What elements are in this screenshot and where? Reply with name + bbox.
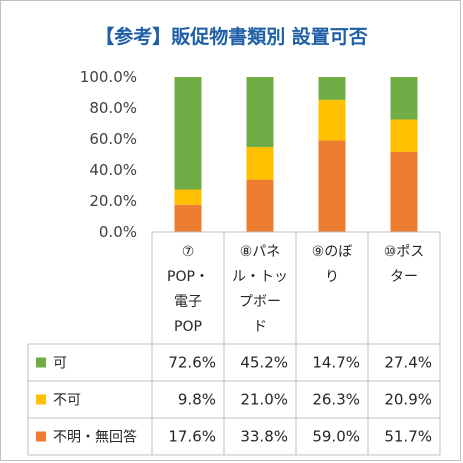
data-label: 45.2% [240, 354, 288, 372]
data-label: 33.8% [240, 428, 288, 446]
bar-segment [390, 77, 418, 120]
data-label: 14.7% [312, 354, 360, 372]
bar-segment [246, 147, 274, 180]
data-label: 27.4% [384, 354, 432, 372]
category-label: ⑨のぼ [312, 244, 353, 260]
data-label: 26.3% [312, 391, 360, 409]
category-label: ド [253, 319, 267, 335]
category-label: り [325, 269, 339, 285]
y-tick-label: 40.0% [89, 161, 137, 179]
category-label: ⑩ポス [384, 244, 425, 260]
category-label: POP [174, 319, 202, 335]
data-label: 9.8% [178, 391, 216, 409]
data-label: 72.6% [168, 354, 216, 372]
bar-segment [390, 151, 418, 232]
chart-title: 【参考】販促物書類別 設置可否 [95, 26, 368, 48]
bar-segment [390, 119, 418, 152]
category-label: プボー [239, 294, 281, 310]
series-label: 可 [53, 356, 67, 372]
data-label: 20.9% [384, 391, 432, 409]
y-tick-label: 100.0% [80, 68, 137, 86]
bar-segment [318, 140, 346, 232]
bar-segment [174, 77, 202, 190]
data-label: 51.7% [384, 428, 432, 446]
category-label: ⑦ [182, 244, 195, 260]
bar-segment [174, 204, 202, 232]
bar-segment [318, 99, 346, 141]
series-label: 不可 [53, 393, 81, 409]
bar-segment [246, 77, 274, 148]
category-label: POP・ [167, 269, 209, 285]
y-tick-label: 20.0% [89, 192, 137, 210]
category-label: ター [390, 269, 418, 285]
y-tick-label: 0.0% [99, 223, 137, 241]
bar-segment [318, 77, 346, 100]
legend-key [36, 394, 46, 405]
bar-segment [174, 189, 202, 205]
y-tick-label: 60.0% [89, 130, 137, 148]
y-tick-label: 80.0% [89, 99, 137, 117]
category-label: 電子 [174, 294, 202, 310]
category-label: ル・トッ [232, 269, 288, 285]
data-label: 17.6% [168, 428, 216, 446]
data-label: 59.0% [312, 428, 360, 446]
series-label: 不明・無回答 [53, 429, 137, 446]
legend-key [36, 357, 46, 368]
category-label: ⑧パネ [240, 244, 281, 260]
legend-key [36, 431, 46, 442]
bar-segment [246, 179, 274, 232]
data-label: 21.0% [240, 391, 288, 409]
